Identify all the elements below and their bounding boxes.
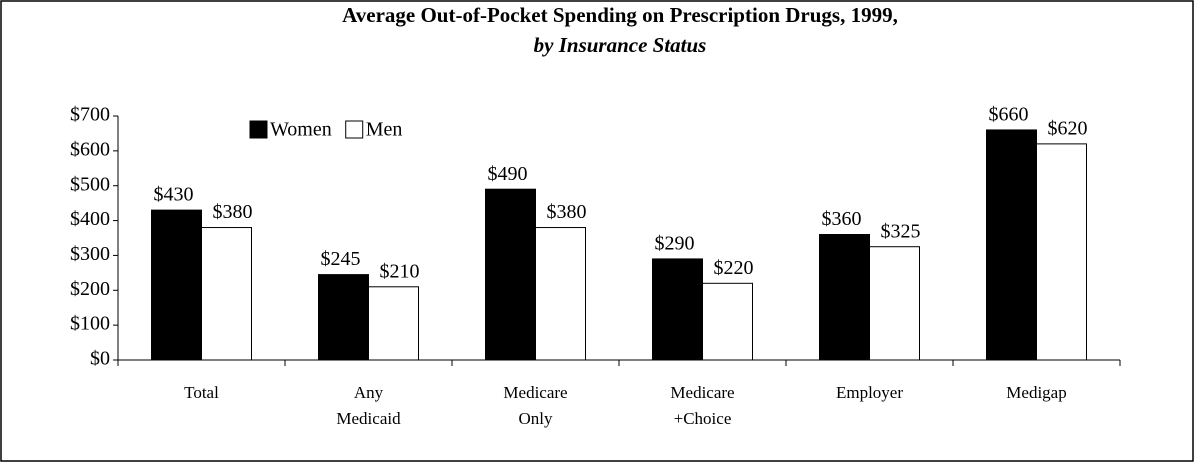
legend-swatch <box>249 120 268 139</box>
x-tick-label: Total <box>184 383 219 402</box>
legend-swatch <box>345 120 364 139</box>
value-label: $490 <box>488 163 528 185</box>
value-label: $360 <box>822 208 862 230</box>
bar <box>368 286 419 361</box>
x-tick-label-line: +Choice <box>674 409 732 428</box>
x-tick-label-line: Medicare <box>670 383 734 402</box>
value-label: $210 <box>380 260 420 282</box>
value-label: $620 <box>1048 117 1088 139</box>
x-tick-label-line: Only <box>519 409 554 428</box>
chart-title: Average Out-of-Pocket Spending on Prescr… <box>342 3 898 27</box>
bar <box>869 246 920 361</box>
x-tick-label: Medicare Only <box>503 383 567 428</box>
value-label: $325 <box>881 220 921 242</box>
y-tick-label: $0 <box>90 348 110 370</box>
bar <box>201 227 252 361</box>
value-label: $660 <box>989 104 1029 126</box>
bar <box>318 274 369 361</box>
y-tick-label: $300 <box>70 243 110 265</box>
legend-label: Men <box>366 119 403 141</box>
bar <box>652 258 703 361</box>
legend-label: Women <box>270 119 332 141</box>
y-tick-label: $500 <box>70 173 110 195</box>
y-tick-label: $200 <box>70 278 110 300</box>
y-tick-label: $700 <box>70 104 110 126</box>
value-label: $290 <box>655 233 695 255</box>
x-tick-label: Medicare +Choice <box>670 383 734 428</box>
bar <box>1036 143 1087 361</box>
x-tick-label-line: Any <box>354 383 384 402</box>
x-tick-label: Medigap <box>1006 383 1066 402</box>
value-label: $380 <box>213 201 253 223</box>
bar <box>986 129 1037 361</box>
y-tick-label: $100 <box>70 313 110 335</box>
value-label: $380 <box>547 201 587 223</box>
x-tick-label: Any Medicaid <box>336 383 401 428</box>
x-tick-label-line: Medicare <box>503 383 567 402</box>
bar <box>485 188 536 361</box>
value-label: $245 <box>321 248 361 270</box>
bar <box>819 234 870 361</box>
x-tick-label: Employer <box>836 383 903 402</box>
y-tick-label: $400 <box>70 208 110 230</box>
chart-subtitle: by Insurance Status <box>534 33 707 57</box>
x-tick-label-line: Medicaid <box>336 409 401 428</box>
value-label: $220 <box>714 257 754 279</box>
bar <box>702 282 753 361</box>
y-tick-label: $600 <box>70 138 110 160</box>
bar <box>151 209 202 361</box>
value-label: $430 <box>154 184 194 206</box>
bar <box>535 227 586 361</box>
